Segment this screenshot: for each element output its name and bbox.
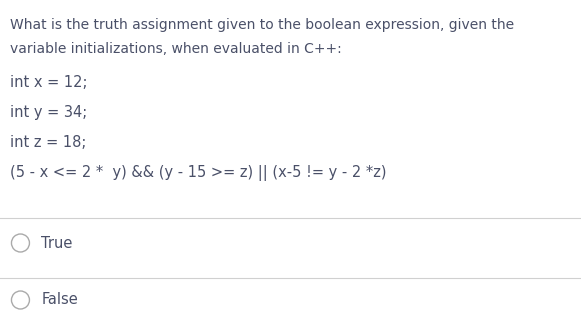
Text: True: True — [41, 235, 73, 251]
Text: int z = 18;: int z = 18; — [10, 135, 87, 150]
Text: What is the truth assignment given to the boolean expression, given the: What is the truth assignment given to th… — [10, 18, 515, 32]
Text: (5 - x <= 2 *  y) && (y - 15 >= z) || (x-5 != y - 2 *z): (5 - x <= 2 * y) && (y - 15 >= z) || (x-… — [10, 165, 387, 181]
Text: int x = 12;: int x = 12; — [10, 75, 88, 90]
Text: False: False — [41, 293, 78, 307]
Text: int y = 34;: int y = 34; — [10, 105, 88, 120]
Text: variable initializations, when evaluated in C++:: variable initializations, when evaluated… — [10, 42, 342, 56]
